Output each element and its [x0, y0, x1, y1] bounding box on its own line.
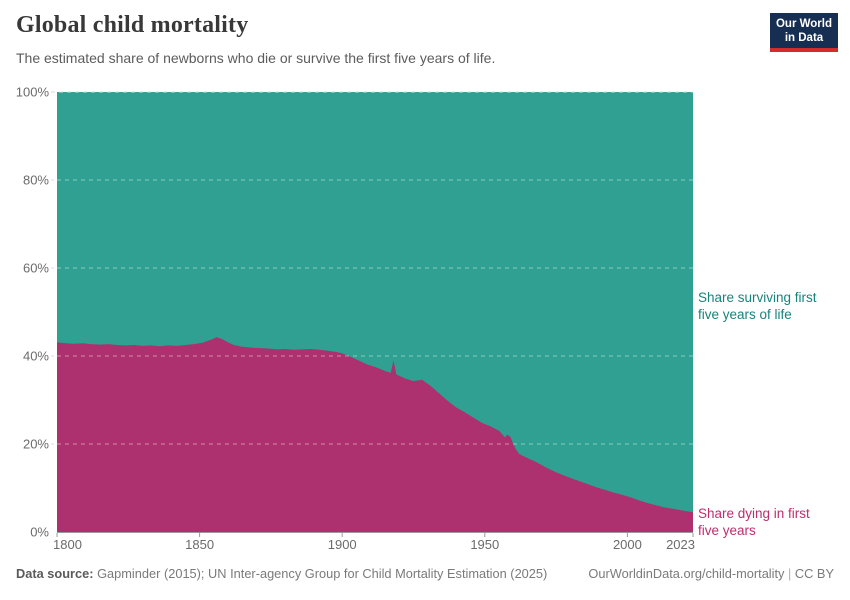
owid-logo-text: Our World in Data — [770, 13, 838, 48]
y-tick-label: 0% — [30, 525, 49, 540]
dying-area[interactable] — [57, 337, 693, 532]
y-tick-label: 80% — [23, 173, 49, 188]
chart-subtitle: The estimated share of newborns who die … — [16, 50, 496, 66]
x-tick-label: 1850 — [185, 537, 214, 552]
page-title: Global child mortality — [16, 12, 249, 38]
x-tick-label: 1800 — [53, 537, 82, 552]
data-source-note: Data source: Gapminder (2015); UN Inter-… — [16, 566, 548, 581]
x-tick-label: 2000 — [613, 537, 642, 552]
owid-logo-stripe — [770, 48, 838, 52]
series-label-dying[interactable]: Share dying in first five years — [698, 506, 810, 538]
y-tick-label: 60% — [23, 261, 49, 276]
x-tick-label: 1950 — [470, 537, 499, 552]
owid-url[interactable]: OurWorldinData.org/child-mortality — [588, 566, 785, 581]
footer-separator: | — [784, 566, 795, 581]
x-tick-label: 2023 — [666, 537, 695, 552]
y-tick-label: 100% — [16, 85, 50, 100]
license-label: CC BY — [794, 566, 834, 581]
owid-logo[interactable]: Our World in Data — [770, 13, 838, 52]
data-source-label: Data source: — [16, 566, 94, 581]
footer-links: OurWorldinData.org/child-mortality | CC … — [588, 566, 834, 581]
x-tick-label: 1900 — [328, 537, 357, 552]
chart-footer: Data source: Gapminder (2015); UN Inter-… — [16, 566, 834, 581]
y-tick-label: 20% — [23, 437, 49, 452]
series-label-surviving[interactable]: Share surviving first five years of life — [698, 290, 817, 322]
y-tick-label: 40% — [23, 349, 49, 364]
